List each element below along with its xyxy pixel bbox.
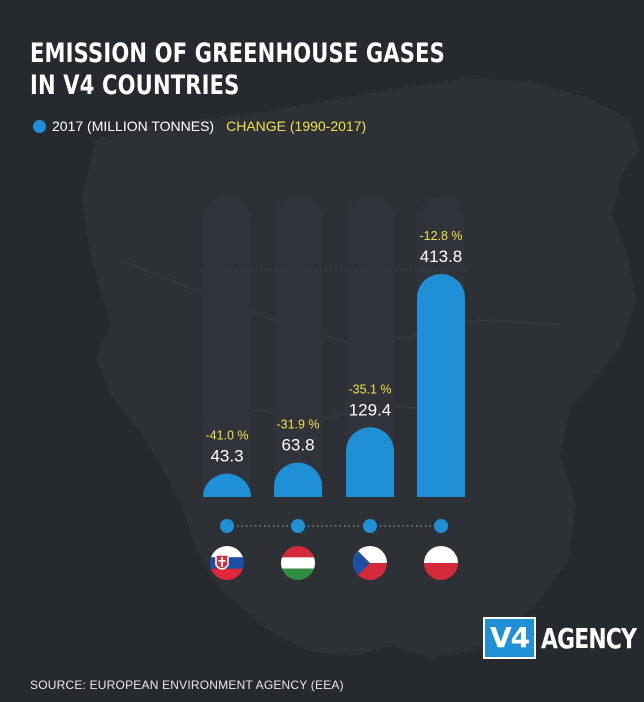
category-dot	[291, 519, 305, 533]
title-line-2: IN V4 COUNTRIES	[30, 70, 240, 101]
slovakia-flag-icon	[210, 546, 244, 580]
legend-series-label: 2017 (MILLION TONNES)	[52, 118, 215, 134]
change-label: -41.0 %	[205, 429, 248, 443]
source-note: SOURCE: EUROPEAN ENVIRONMENT AGENCY (EEA…	[30, 678, 344, 692]
czech-flag-icon	[353, 546, 387, 580]
title-line-1: EMISSION OF GREENHOUSE GASES	[30, 38, 445, 69]
bar	[417, 274, 465, 497]
change-label: -31.9 %	[276, 418, 319, 432]
value-label: 413.8	[420, 247, 463, 266]
category-dot	[434, 519, 448, 533]
logo-word: AGENCY	[541, 621, 637, 655]
poland-flag-icon	[424, 546, 458, 580]
hungary-flag-icon	[281, 546, 315, 580]
v4-agency-logo: V4 AGENCY	[483, 617, 644, 659]
chart-title: EMISSION OF GREENHOUSE GASES IN V4 COUNT…	[30, 38, 445, 102]
change-label: -35.1 %	[348, 382, 391, 396]
bar-track	[203, 196, 251, 497]
bar-track	[274, 196, 322, 497]
bar	[203, 473, 251, 497]
bar	[346, 427, 394, 497]
value-label: 43.3	[210, 447, 243, 466]
value-label: 63.8	[281, 436, 314, 455]
legend-change-label: CHANGE (1990-2017)	[226, 118, 367, 134]
category-dot	[220, 519, 234, 533]
bar	[274, 462, 322, 497]
legend-dot-icon	[33, 119, 46, 133]
change-label: -12.8 %	[419, 229, 462, 243]
logo-box: V4	[483, 617, 537, 659]
category-dot	[363, 519, 377, 533]
legend: 2017 (MILLION TONNES) CHANGE (1990-2017)	[33, 118, 366, 134]
value-label: 129.4	[349, 400, 392, 419]
bar-track	[346, 196, 394, 497]
